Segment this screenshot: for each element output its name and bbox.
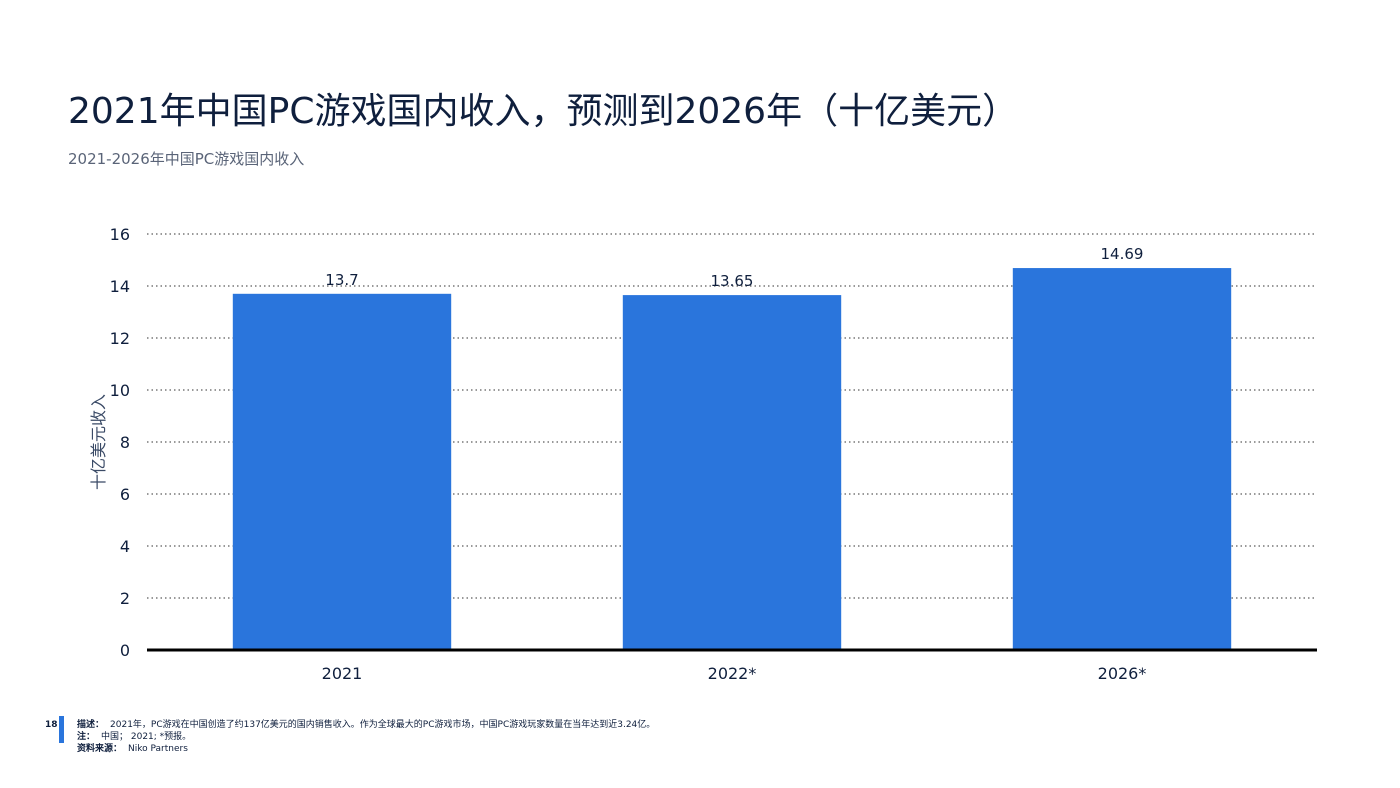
source-line: 资料来源： Niko Partners (77, 743, 655, 755)
x-tick-label: 2022* (708, 664, 757, 683)
bar-value-label: 13.7 (325, 271, 358, 289)
bar-value-label: 13.65 (711, 272, 754, 290)
bar-chart: 0 2 4 6 8 10 12 14 16 十亿美元收入 13.7 2021 13.65 2022* 14.… (89, 225, 1317, 683)
description-label: 描述： (77, 720, 105, 730)
bar (622, 295, 842, 650)
source-text: Niko Partners (128, 744, 188, 754)
y-tick-label: 0 (120, 641, 130, 660)
bar-value-label: 14.69 (1101, 245, 1144, 263)
y-axis-title: 十亿美元收入 (89, 394, 108, 490)
footer-notes: 描述： 2021年，PC游戏在中国创造了约137亿美元的国内销售收入。作为全球最大… (77, 719, 655, 755)
page-title: 2021年中国PC游戏国内收入，预测到2026年（十亿美元） (68, 91, 1019, 132)
y-tick-label: 10 (110, 381, 130, 400)
y-tick-label: 4 (120, 537, 130, 556)
y-tick-label: 6 (120, 485, 130, 504)
note-line: 注： 中国； 2021; *预报。 (77, 731, 655, 743)
note-label: 注： (77, 732, 96, 742)
y-tick-label: 8 (120, 433, 130, 452)
description-text: 2021年，PC游戏在中国创造了约137亿美元的国内销售收入。作为全球最大的PC… (110, 720, 656, 730)
x-tick-label: 2026* (1098, 664, 1147, 683)
y-tick-label: 14 (110, 277, 130, 296)
x-tick-label: 2021 (322, 664, 363, 683)
y-tick-label: 16 (110, 225, 130, 244)
page-number: 18 (45, 720, 58, 730)
page-subtitle: 2021-2026年中国PC游戏国内收入 (68, 150, 305, 168)
bar (1012, 268, 1232, 650)
y-tick-label: 12 (110, 329, 130, 348)
bar (232, 293, 452, 650)
description-line: 描述： 2021年，PC游戏在中国创造了约137亿美元的国内销售收入。作为全球最大… (77, 719, 655, 731)
y-tick-label: 2 (120, 589, 130, 608)
source-label: 资料来源： (77, 744, 123, 754)
note-text: 中国； 2021; *预报。 (101, 732, 192, 742)
footer: 18 描述： 2021年，PC游戏在中国创造了约137亿美元的国内销售收入。作为全… (0, 714, 1400, 764)
footer-accent-bar (59, 716, 64, 743)
